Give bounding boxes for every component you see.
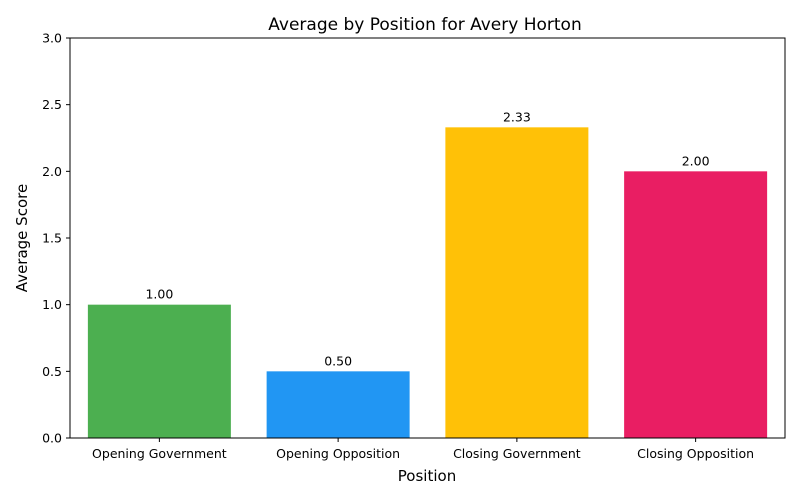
y-axis: 0.0 0.5 1.0 1.5 2.0 2.5 3.0 bbox=[42, 31, 70, 446]
y-tick-label-2: 1.0 bbox=[42, 297, 62, 312]
bars-group bbox=[87, 127, 768, 439]
bar-opening-government bbox=[87, 304, 231, 438]
y-tick-label-0: 0.0 bbox=[42, 431, 62, 446]
bar-closing-opposition bbox=[624, 171, 768, 439]
y-axis-label: Average Score bbox=[13, 184, 31, 292]
x-tick-label-opening-opposition: Opening Opposition bbox=[276, 446, 400, 461]
x-tick-label-closing-government: Closing Government bbox=[453, 446, 581, 461]
y-tick-label-6: 3.0 bbox=[42, 31, 62, 46]
bar-closing-government bbox=[445, 127, 589, 438]
bar-value-label-closing-government: 2.33 bbox=[503, 109, 531, 124]
x-tick-label-closing-opposition: Closing Opposition bbox=[637, 446, 754, 461]
x-tick-label-opening-government: Opening Government bbox=[92, 446, 227, 461]
bar-value-label-opening-opposition: 0.50 bbox=[324, 353, 352, 368]
bar-value-labels: 1.00 0.50 2.33 2.00 bbox=[145, 109, 709, 368]
plot-frame bbox=[69, 37, 786, 439]
chart-title: Average by Position for Avery Horton bbox=[268, 15, 581, 35]
bar-opening-opposition bbox=[266, 371, 410, 438]
x-axis: Opening Government Opening Opposition Clos… bbox=[92, 438, 754, 461]
y-tick-label-3: 1.5 bbox=[42, 231, 62, 246]
bar-value-label-opening-government: 1.00 bbox=[145, 287, 173, 302]
y-tick-label-1: 0.5 bbox=[42, 364, 62, 379]
bar-value-label-closing-opposition: 2.00 bbox=[682, 153, 710, 168]
y-tick-label-5: 2.5 bbox=[42, 97, 62, 112]
x-axis-label: Position bbox=[398, 467, 456, 485]
y-tick-label-4: 2.0 bbox=[42, 164, 62, 179]
